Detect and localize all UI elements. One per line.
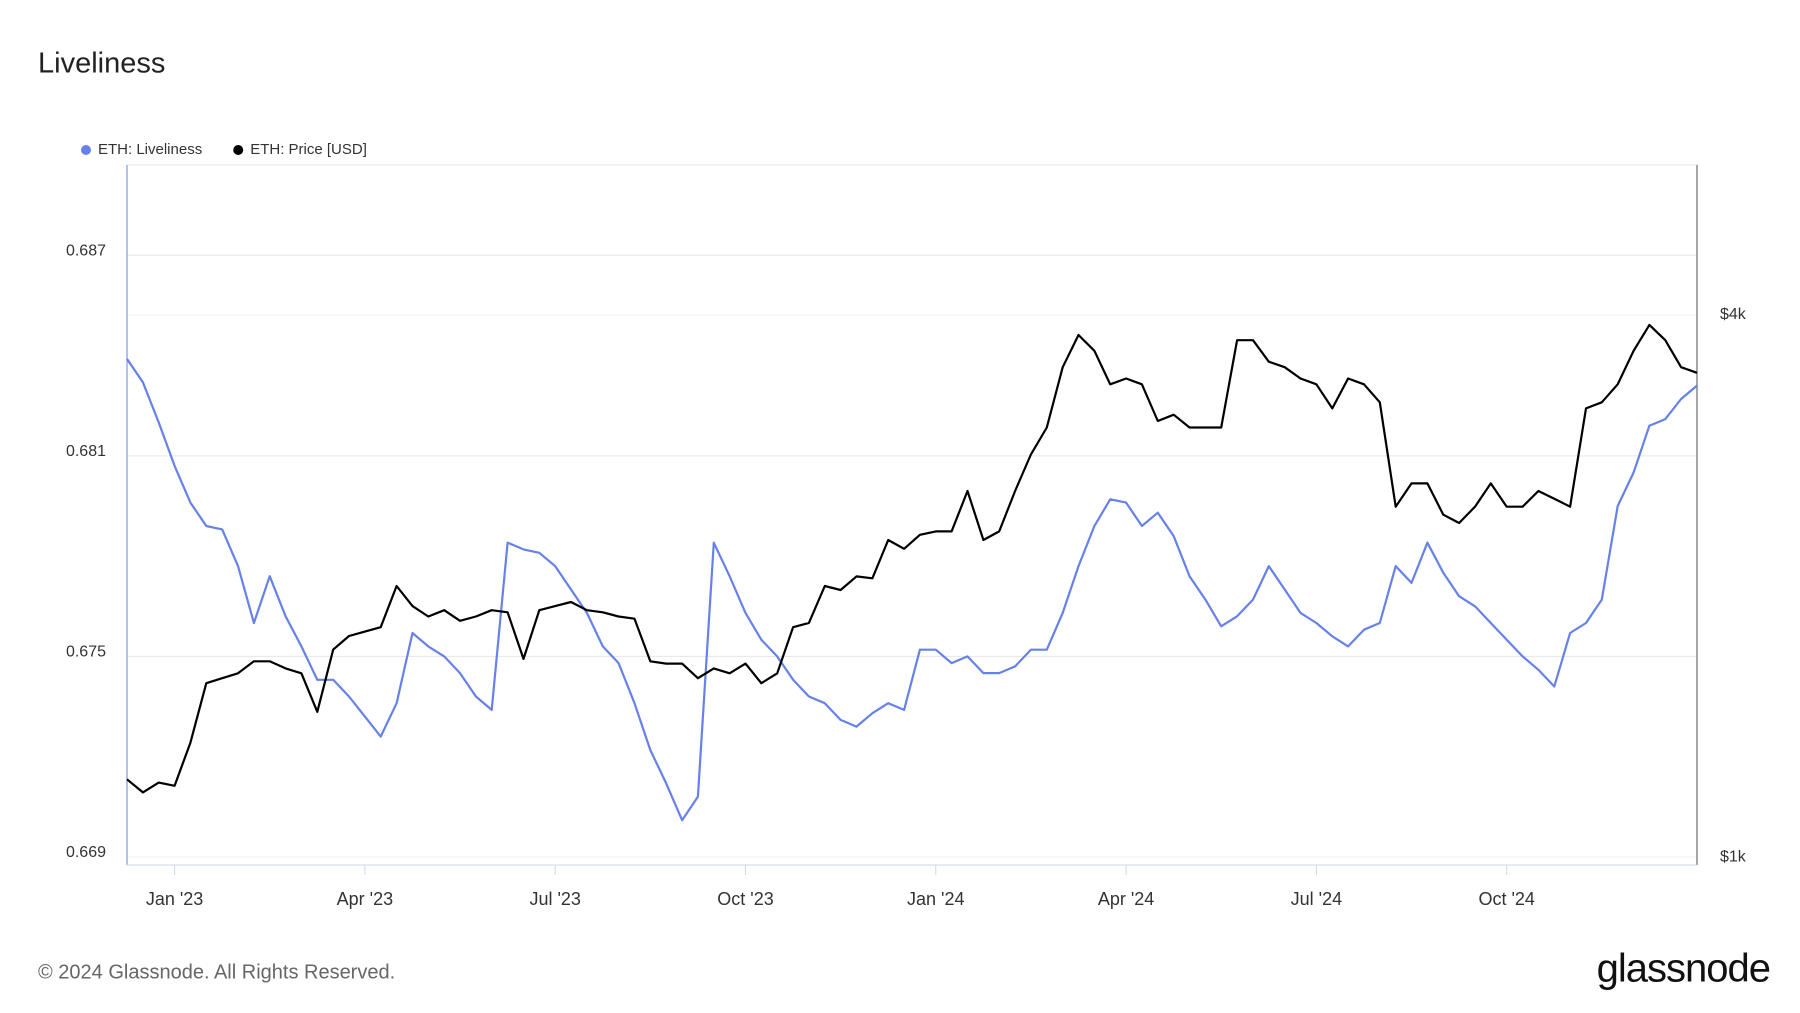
logo: glassnode bbox=[1597, 947, 1770, 991]
legend-label: ETH: Liveliness bbox=[98, 141, 202, 158]
y-tick-label: 0.681 bbox=[66, 443, 106, 460]
x-tick-label: Jul '23 bbox=[529, 889, 580, 909]
y-tick-label: 0.675 bbox=[66, 644, 106, 661]
legend-marker bbox=[81, 145, 91, 155]
y2-tick-label: $4k bbox=[1720, 306, 1747, 323]
x-tick-label: Jan '23 bbox=[146, 889, 203, 909]
x-tick-label: Oct '23 bbox=[717, 889, 773, 909]
footer: © 2024 Glassnode. All Rights Reserved. bbox=[38, 961, 395, 983]
y-tick-label: 0.669 bbox=[66, 844, 106, 861]
x-tick-label: Jan '24 bbox=[907, 889, 964, 909]
y2-tick-label: $1k bbox=[1720, 848, 1747, 865]
legend-marker bbox=[233, 145, 244, 155]
chart-title: Liveliness bbox=[38, 48, 165, 80]
legend-label: ETH: Price [USD] bbox=[250, 141, 367, 158]
series-line bbox=[126, 323, 1698, 794]
x-tick-label: Jul '24 bbox=[1291, 889, 1342, 909]
y-tick-label: 0.687 bbox=[66, 242, 106, 259]
series-line bbox=[126, 358, 1698, 822]
plot-frame bbox=[126, 164, 1698, 866]
x-tick-label: Oct '24 bbox=[1478, 889, 1534, 909]
x-tick-label: Apr '24 bbox=[1098, 889, 1154, 909]
x-tick-label: Apr '23 bbox=[337, 889, 393, 909]
